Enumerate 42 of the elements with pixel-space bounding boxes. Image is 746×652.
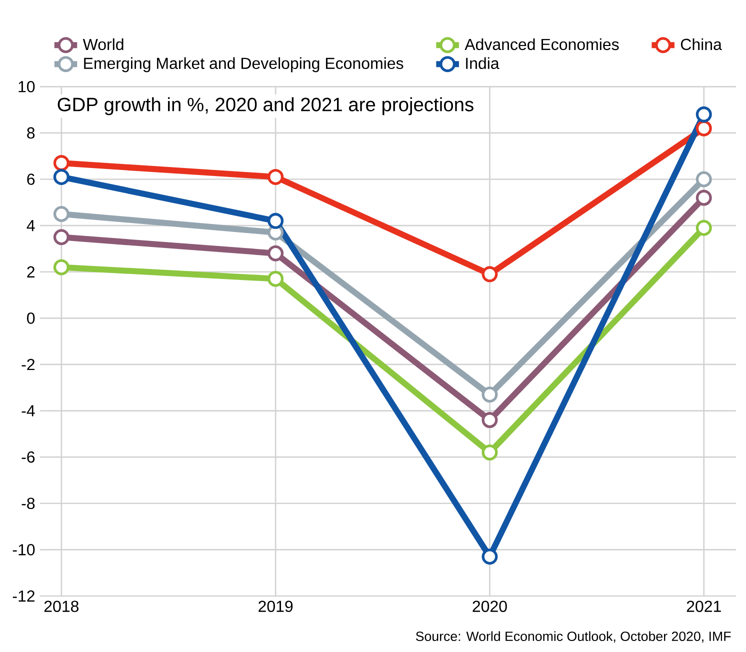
y-tick-label: 2 xyxy=(27,266,34,278)
y-tick-label: 0 xyxy=(27,312,35,324)
point xyxy=(268,168,284,185)
x-tick-label: 2019 xyxy=(258,600,293,612)
point xyxy=(696,190,712,206)
point xyxy=(482,386,498,403)
point xyxy=(482,412,498,428)
y-tick-label: 10 xyxy=(18,81,35,92)
point xyxy=(268,212,284,229)
point xyxy=(696,220,712,236)
y-tick-label: -2 xyxy=(22,358,34,370)
y-tick-label: -10 xyxy=(12,544,35,556)
y-tick-label: 6 xyxy=(27,174,35,185)
point xyxy=(53,229,70,246)
x-tick-label: 2021 xyxy=(686,600,721,612)
y-tick-label: -4 xyxy=(22,405,35,416)
point xyxy=(482,444,498,460)
point xyxy=(53,168,70,185)
point xyxy=(696,120,712,136)
point xyxy=(268,270,284,287)
y-tick-label: 8 xyxy=(27,127,35,139)
legend-label: India xyxy=(466,57,500,70)
legend-label: Emerging Market and Developing Economies xyxy=(84,57,404,72)
y-tick-label: -8 xyxy=(22,498,35,510)
point xyxy=(268,245,284,262)
x-tick-label: 2018 xyxy=(44,600,79,612)
point xyxy=(53,155,70,172)
x-tick-label: 2020 xyxy=(472,600,507,612)
source-note: Source: World Economic Outlook, October 2020, IMF xyxy=(416,631,731,643)
legend-label: World xyxy=(82,38,124,50)
point xyxy=(53,259,70,276)
legend-label: China xyxy=(680,38,722,50)
y-tick-label: -6 xyxy=(22,451,35,463)
point xyxy=(482,266,498,282)
point xyxy=(696,171,712,188)
point xyxy=(696,106,712,122)
point xyxy=(482,548,498,565)
y-tick-label: -12 xyxy=(12,590,34,602)
annotation: GDP growth in %, 2020 and 2021 are projections xyxy=(58,97,474,116)
point xyxy=(53,206,70,222)
y-tick-label: 4 xyxy=(26,220,35,232)
legend-label: Advanced Economies xyxy=(464,38,619,50)
